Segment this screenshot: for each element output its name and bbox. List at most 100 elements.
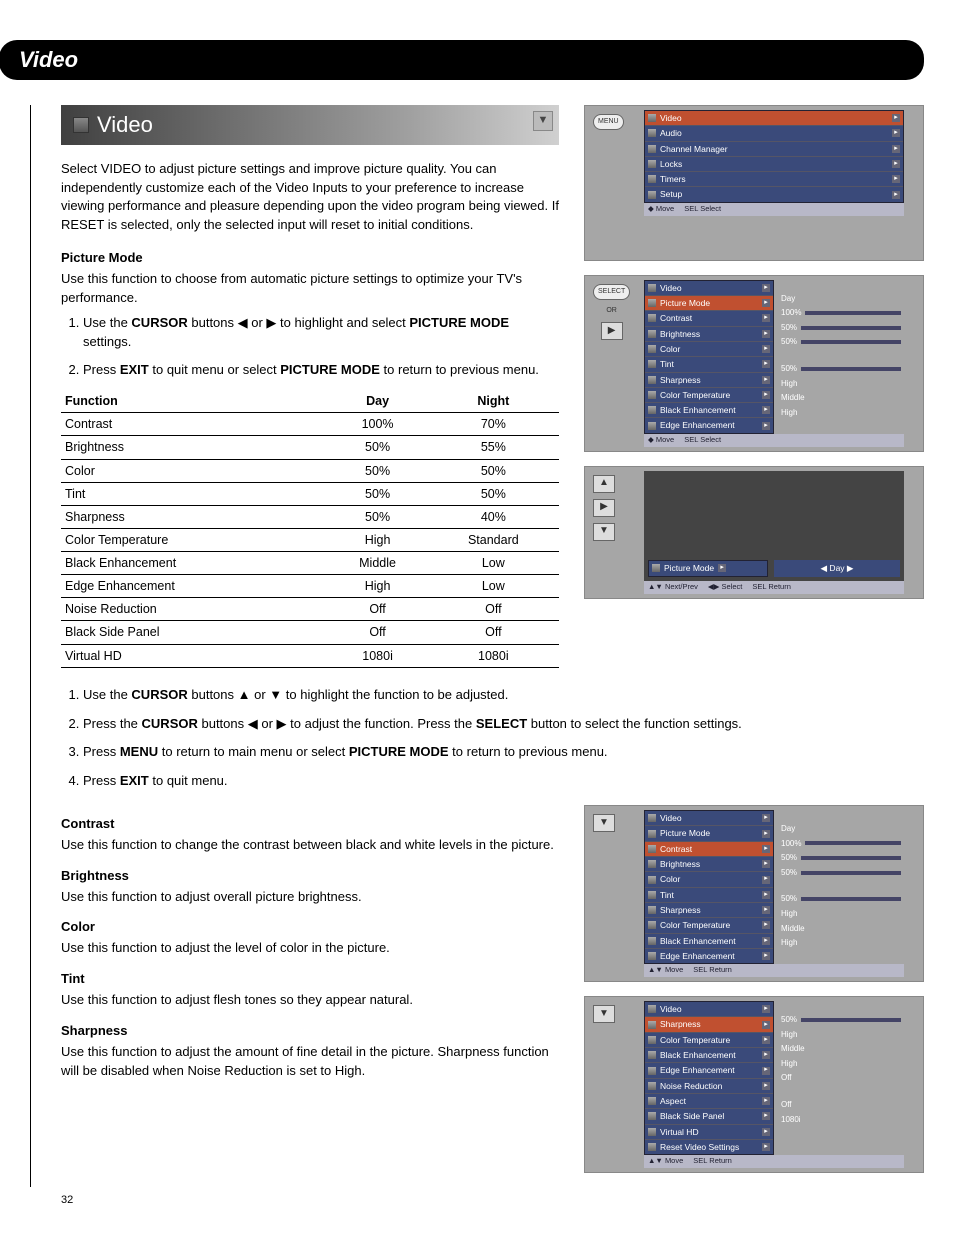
main-step-3: Press MENU to return to main menu or sel… [83, 743, 924, 762]
osd-menu-item: Brightness▸ [645, 857, 773, 872]
table-row: Noise ReductionOffOff [61, 598, 559, 621]
video-section-header: Video ▼ [61, 105, 559, 145]
osd-value: High [778, 1028, 904, 1043]
osd-value [778, 280, 904, 292]
contrast-heading: Contrast [61, 815, 559, 834]
osd-menu-item: Black Enhancement▸ [645, 934, 773, 949]
pm-value: ◀ Day ▶ [774, 560, 900, 576]
osd-value: High [778, 936, 904, 951]
osd-menu-item: Setup▸ [645, 187, 903, 201]
osd-value: Off [778, 1071, 904, 1086]
intro-paragraph: Select VIDEO to adjust picture settings … [61, 160, 559, 235]
osd-value: Middle [778, 1042, 904, 1057]
osd-menu-item: Brightness▸ [645, 327, 773, 342]
osd-menu-item: Noise Reduction▸ [645, 1079, 773, 1094]
osd-value: 100% [778, 837, 904, 852]
osd-menu-item: Contrast▸ [645, 311, 773, 326]
th-day: Day [327, 390, 427, 413]
osd-menu-item: Aspect▸ [645, 1094, 773, 1109]
osd-value: 1080i [778, 1113, 904, 1128]
osd-menu-item: Reset Video Settings▸ [645, 1140, 773, 1154]
osd-value: Day [778, 822, 904, 837]
osd-value: 50% [778, 335, 904, 350]
osd-menu-item: Picture Mode▸ [645, 296, 773, 311]
osd-menu-item: Sharpness▸ [645, 373, 773, 388]
osd-menu-item: Video▸ [645, 111, 903, 126]
osd-value: 50% [778, 362, 904, 377]
osd-menu-item: Color▸ [645, 872, 773, 887]
osd-menu-item: Color▸ [645, 342, 773, 357]
osd-menu-item: Sharpness▸ [645, 903, 773, 918]
osd-value: 50% [778, 851, 904, 866]
osd-video-menu: SELECT OR ▶ Video▸Picture Mode▸Contrast▸… [584, 275, 924, 452]
sharpness-text: Use this function to adjust the amount o… [61, 1043, 559, 1081]
main-step-1: Use the CURSOR buttons ▲ or ▼ to highlig… [83, 686, 924, 705]
osd-value: High [778, 377, 904, 392]
table-row: Virtual HD1080i1080i [61, 644, 559, 667]
osd-value: Middle [778, 922, 904, 937]
osd-menu-item: Black Enhancement▸ [645, 403, 773, 418]
dropdown-icon: ▼ [533, 111, 553, 131]
osd-menu-item: Color Temperature▸ [645, 388, 773, 403]
osd-menu-item: Virtual HD▸ [645, 1125, 773, 1140]
brightness-heading: Brightness [61, 867, 559, 886]
osd-value: High [778, 907, 904, 922]
table-row: Contrast100%70% [61, 413, 559, 436]
osd-value [778, 1001, 904, 1013]
table-row: Tint50%50% [61, 482, 559, 505]
osd-menu-item: Black Side Panel▸ [645, 1109, 773, 1124]
sharpness-heading: Sharpness [61, 1022, 559, 1041]
osd-menu-item: Audio▸ [645, 126, 903, 141]
osd-value [778, 1086, 904, 1098]
osd-value: Off [778, 1098, 904, 1113]
osd-menu-item: Timers▸ [645, 172, 903, 187]
osd-menu-item: Contrast▸ [645, 842, 773, 857]
osd-value: 100% [778, 306, 904, 321]
osd-menu-item: Edge Enhancement▸ [645, 418, 773, 432]
pm-step-1: Use the CURSOR buttons ◀ or ▶ to highlig… [83, 314, 559, 352]
page-content: On-Screen Display Video ▼ Select VIDEO t… [30, 105, 924, 1187]
osd-value [778, 1127, 904, 1139]
osd-value: High [778, 1057, 904, 1072]
select-button-icon: SELECT [593, 284, 630, 300]
tint-text: Use this function to adjust flesh tones … [61, 991, 559, 1010]
osd-value: High [778, 406, 904, 421]
osd-value: 50% [778, 892, 904, 907]
tint-heading: Tint [61, 970, 559, 989]
osd-value: 50% [778, 866, 904, 881]
osd-menu-item: Locks▸ [645, 157, 903, 172]
osd-picture-mode-select: ▲ ▶ ▼ Picture Mode▸ ◀ Day ▶ ▲▼ [584, 466, 924, 599]
table-row: Black EnhancementMiddleLow [61, 552, 559, 575]
osd-main-menu: MENU Video▸Audio▸Channel Manager▸Locks▸T… [584, 105, 924, 261]
osd-menu-item: Edge Enhancement▸ [645, 1063, 773, 1078]
up-arrow-key-icon: ▲ [593, 475, 615, 493]
osd-video-menu-2: ▼ Video▸Picture Mode▸Contrast▸Brightness… [584, 805, 924, 982]
table-row: Color50%50% [61, 459, 559, 482]
table-row: Sharpness50%40% [61, 505, 559, 528]
brightness-text: Use this function to adjust overall pict… [61, 888, 559, 907]
down-arrow-key-icon: ▼ [593, 523, 615, 541]
table-row: Color TemperatureHighStandard [61, 528, 559, 551]
down-arrow-key-icon: ▼ [593, 814, 615, 832]
contrast-text: Use this function to change the contrast… [61, 836, 559, 855]
osd-menu-item: Channel Manager▸ [645, 142, 903, 157]
table-row: Black Side PanelOffOff [61, 621, 559, 644]
osd-menu-item: Video▸ [645, 811, 773, 826]
osd-value [778, 810, 904, 822]
osd-video-menu-3: ▼ Video▸Sharpness▸Color Temperature▸Blac… [584, 996, 924, 1173]
osd-menu-item: Video▸ [645, 1002, 773, 1017]
osd-menu-item: Video▸ [645, 281, 773, 296]
page-number: 32 [61, 1193, 73, 1209]
main-step-4: Press EXIT to quit menu. [83, 772, 924, 791]
right-arrow-key-icon: ▶ [601, 322, 623, 340]
page-title-bar: Video [0, 40, 924, 80]
right-arrow-key-icon: ▶ [593, 499, 615, 517]
osd-menu-item: Color Temperature▸ [645, 918, 773, 933]
th-night: Night [428, 390, 559, 413]
osd-menu-item: Edge Enhancement▸ [645, 949, 773, 963]
osd-value: 50% [778, 1013, 904, 1028]
pm-step-2: Press EXIT to quit menu or select PICTUR… [83, 361, 559, 380]
osd-menu-item: Color Temperature▸ [645, 1033, 773, 1048]
or-label: OR [606, 306, 617, 316]
main-step-2: Press the CURSOR buttons ◀ or ▶ to adjus… [83, 715, 924, 734]
